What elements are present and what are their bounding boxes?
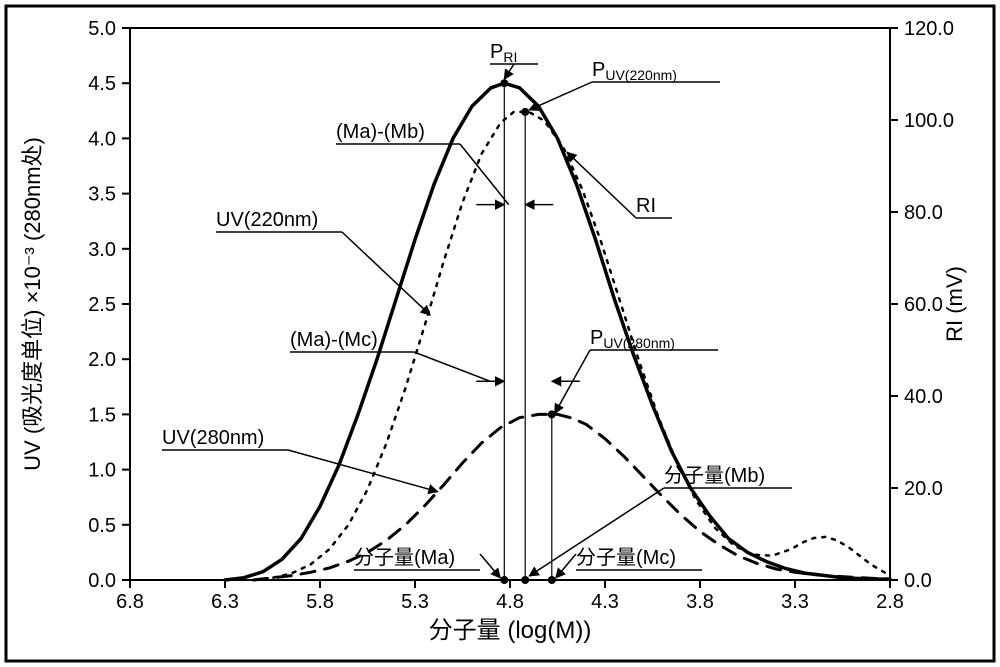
x-tick-label: 3.8 (686, 591, 714, 613)
leader-MaMc (414, 352, 490, 381)
x-tick-label: 6.3 (211, 591, 239, 613)
x-tick-label: 5.3 (401, 591, 429, 613)
leader-PUV220 (529, 82, 592, 110)
leader-PRI (504, 64, 514, 79)
yl-tick-label: 2.0 (88, 349, 116, 371)
annot-PUV220-text: PUV(220nm) (592, 59, 677, 83)
annot-RI-text: RI (636, 195, 656, 217)
annot-Ma-text: 分子量(Ma) (354, 546, 455, 569)
yr-tick-label: 60.0 (904, 294, 943, 316)
yr-tick-label: 100.0 (904, 110, 954, 132)
yr-tick-label: 80.0 (904, 202, 943, 224)
yl-tick-label: 0.0 (88, 570, 116, 592)
yr-tick-label: 40.0 (904, 386, 943, 408)
leader-UV280 (288, 450, 438, 492)
x-tick-label: 6.8 (116, 591, 144, 613)
annot-Mc-text: 分子量(Mc) (576, 546, 676, 569)
annot-MaMc-text: (Ma)-(Mc) (290, 329, 378, 351)
annot-MaMb-text: (Ma)-(Mb) (336, 121, 425, 143)
leader-UV220 (342, 232, 430, 315)
yl-tick-label: 0.5 (88, 515, 116, 537)
yl-tick-label: 4.0 (88, 128, 116, 150)
plot-frame (130, 28, 890, 580)
yl-tick-label: 1.0 (88, 460, 116, 482)
x-tick-label: 3.3 (781, 591, 809, 613)
peak-dot (548, 576, 556, 584)
outer-border (6, 6, 994, 661)
chart-container: 6.8 6.3 5.8 5.3 4.8 4.3 3.8 3.3 2.8 分子量 (log(M)) 0… (0, 0, 1000, 667)
peak-dot (521, 576, 529, 584)
x-tick-label: 4.3 (591, 591, 619, 613)
yl-tick-label: 1.5 (88, 404, 116, 426)
chart-svg: 6.8 6.3 5.8 5.3 4.8 4.3 3.8 3.3 2.8 分子量 (log(M)) 0… (0, 0, 1000, 667)
x-axis-label: 分子量 (log(M)) (429, 617, 592, 644)
leader-MaMb (460, 144, 509, 205)
yr-tick-label: 0.0 (904, 570, 932, 592)
leader-Ma (480, 554, 500, 578)
leader-Mc (556, 554, 576, 578)
annot-PUV280-text: PUV(280nm) (590, 327, 675, 351)
yl-tick-label: 4.5 (88, 73, 116, 95)
annot-UV220-text: UV(220nm) (216, 209, 318, 231)
x-tick-label: 2.8 (876, 591, 904, 613)
y-right-axis-label: RI (mV) (942, 266, 967, 342)
x-tick-label: 5.8 (306, 591, 334, 613)
yl-tick-label: 3.5 (88, 184, 116, 206)
yl-tick-label: 2.5 (88, 294, 116, 316)
yl-tick-label: 3.0 (88, 239, 116, 261)
peak-dot (500, 576, 508, 584)
peak-dot (521, 108, 529, 116)
peak-dot (548, 410, 556, 418)
annot-PRI-text: PRI (490, 41, 517, 65)
y-left-axis-label: UV (吸光度单位) ×10⁻³ (280nm处) (20, 137, 45, 471)
yr-tick-label: 20.0 (904, 478, 943, 500)
x-tick-label: 4.8 (496, 591, 524, 613)
yr-tick-label: 120.0 (904, 18, 954, 40)
annot-Mb-text: 分子量(Mb) (664, 464, 765, 487)
peak-dot (500, 79, 508, 87)
annot-UV280-text: UV(280nm) (162, 427, 264, 449)
yl-tick-label: 5.0 (88, 18, 116, 40)
